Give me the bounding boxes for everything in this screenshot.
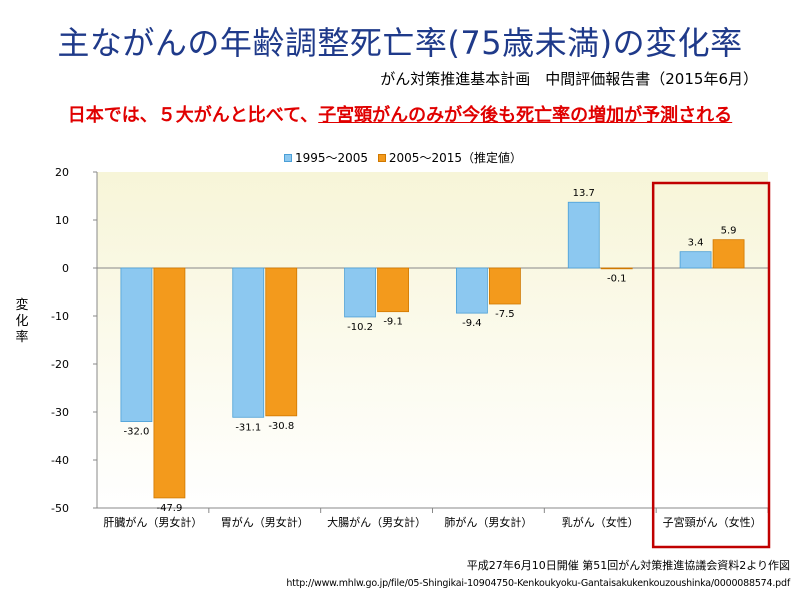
bar-series-1: [344, 267, 376, 318]
bar-series-1: [120, 267, 153, 423]
data-label: -9.4: [462, 318, 482, 329]
bar-series-2: [489, 267, 521, 305]
y-tick-label: 20: [55, 166, 69, 179]
data-label: -10.2: [347, 322, 373, 333]
source-note: 平成27年6月10日開催 第51回がん対策推進協議会資料2より作図: [466, 559, 790, 572]
plot-area: [97, 172, 768, 508]
y-tick-label: 0: [62, 262, 69, 275]
x-tick-label: 大腸がん（男女計）: [327, 515, 426, 529]
bar-series-2: [600, 267, 633, 270]
data-label: 3.4: [688, 238, 704, 249]
highlight-box: [651, 181, 771, 549]
x-tick-label: 肝臓がん（男女計）: [103, 515, 202, 529]
data-label: -9.1: [383, 317, 403, 328]
data-label: -31.1: [235, 422, 261, 433]
legend-swatch-series-1: [283, 153, 292, 162]
data-label: -30.8: [268, 421, 294, 432]
legend-swatch-series-2: [377, 153, 386, 162]
bar-series-2: [377, 267, 409, 313]
headline-emphasis: 子宮頸がんのみが今後も死亡率の増加が予測される: [318, 105, 733, 126]
bar-series-1: [679, 251, 712, 269]
bar-series-1: [567, 201, 600, 269]
bar-series-2: [712, 239, 745, 269]
y-tick-label: -50: [51, 502, 69, 515]
data-label: 5.9: [721, 226, 737, 237]
source-url[interactable]: http://www.mhlw.go.jp/file/05-Shingikai-…: [286, 578, 790, 589]
chart-legend: 1995～2005 2005～2015（推定値）: [0, 149, 800, 166]
subtitle: がん対策推進基本計画 中間評価報告書（2015年6月）: [380, 70, 758, 88]
data-label: -32.0: [123, 427, 149, 438]
y-tick-label: -20: [51, 358, 69, 371]
x-tick-label: 肺がん（男女計）: [444, 515, 532, 529]
y-tick-label: -10: [51, 310, 69, 323]
data-label: -7.5: [495, 309, 515, 320]
y-tick-label: -40: [51, 454, 69, 467]
x-tick-label: 乳がん（女性）: [562, 515, 639, 529]
data-label: 13.7: [573, 188, 595, 199]
x-tick-label: 子宮頸がん（女性）: [663, 515, 762, 529]
legend-label-series-1: 1995～2005: [294, 151, 369, 165]
legend-label-series-2: 2005～2015（推定値）: [388, 151, 522, 165]
data-label: -47.9: [156, 503, 182, 514]
bar-series-2: [265, 267, 298, 417]
y-tick-label: 10: [55, 214, 69, 227]
page-title: 主ながんの年齢調整死亡率(75歳未満)の変化率: [57, 24, 743, 62]
y-axis-label: 変化率: [15, 298, 29, 345]
data-label: -0.1: [607, 273, 627, 284]
x-tick-label: 胃がん（男女計）: [221, 515, 309, 529]
y-tick-label: -30: [51, 406, 69, 419]
bar-series-1: [232, 267, 265, 418]
bar-series-2: [153, 267, 186, 499]
headline: 日本では、５大がんと比べて、子宮頸がんのみが今後も死亡率の増加が予測される: [0, 101, 800, 127]
headline-prefix: 日本では、５大がんと比べて、: [67, 105, 319, 126]
bar-series-1: [456, 267, 488, 314]
